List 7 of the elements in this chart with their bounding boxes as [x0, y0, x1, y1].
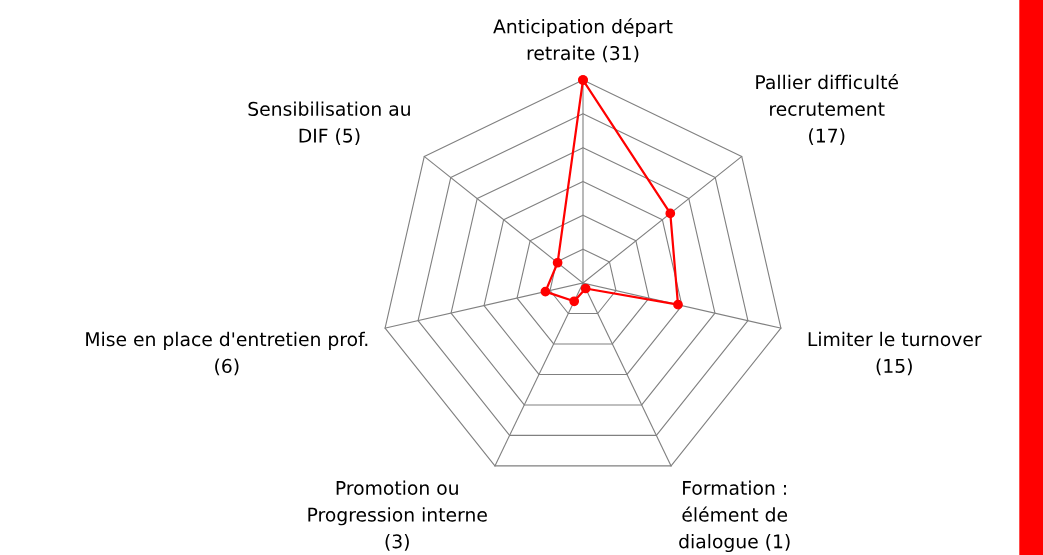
- spoke-label: Pallier difficulté recrutement (17): [756, 74, 899, 145]
- spoke-label: Limiter le turnover (15): [808, 331, 982, 376]
- spoke-label: Mise en place d'entretien prof. (6): [86, 331, 368, 376]
- spoke-label: Anticipation départ retraite (31): [493, 18, 673, 63]
- spoke-label: Promotion ou Progression interne (3): [308, 480, 487, 551]
- spoke-label: Formation : élément de dialogue (1): [679, 480, 790, 553]
- spoke-label: Sensibilisation au DIF (5): [248, 101, 410, 145]
